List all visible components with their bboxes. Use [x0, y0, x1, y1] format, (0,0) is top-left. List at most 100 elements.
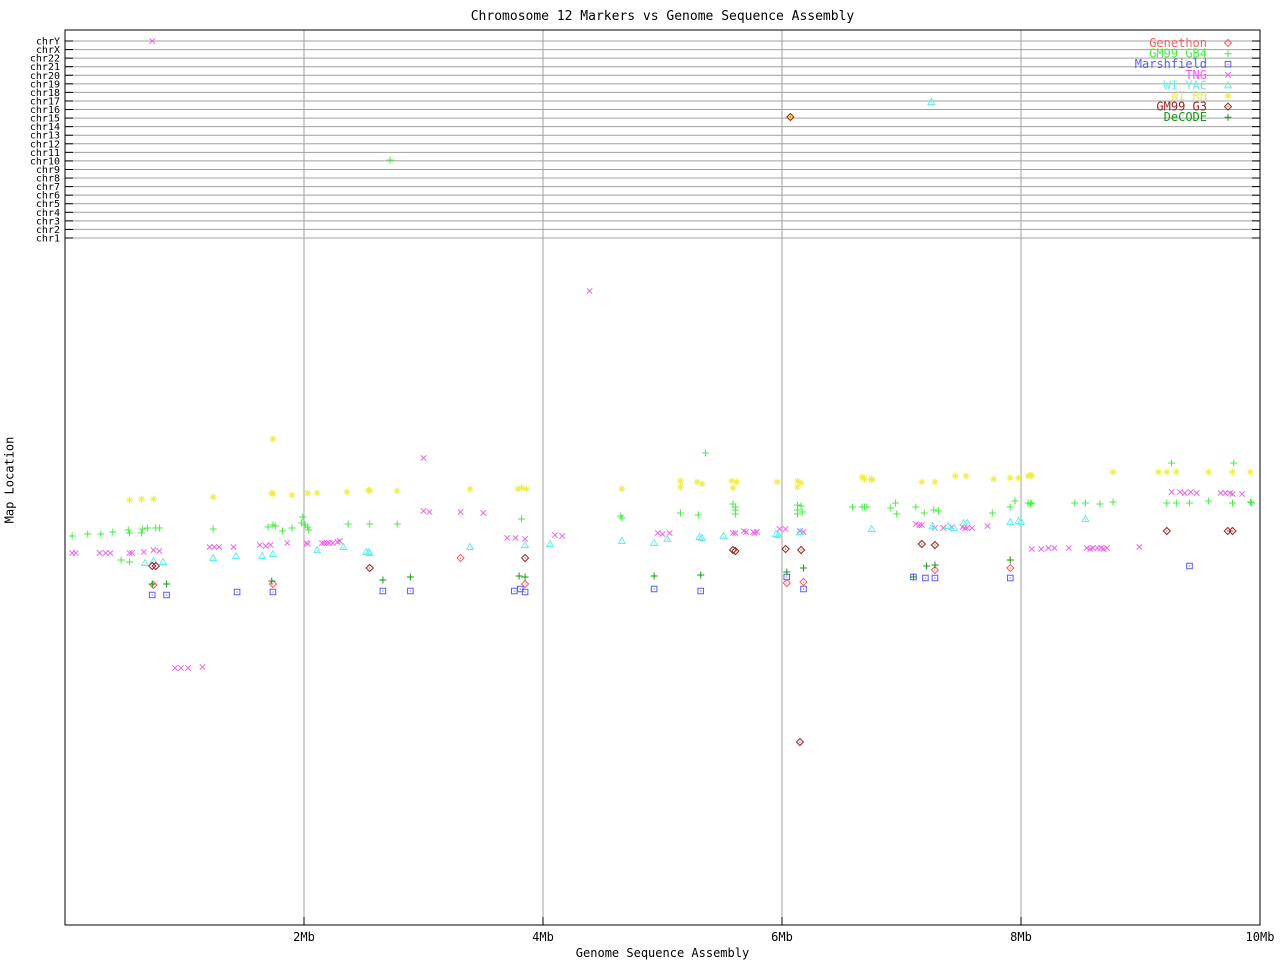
point-tng [1193, 489, 1200, 497]
point-decode [406, 573, 414, 581]
point-tng [1187, 488, 1194, 496]
point-tng [256, 541, 263, 549]
point-marshfield [511, 587, 518, 595]
chromosome-label: chr8 [36, 174, 60, 185]
point-decode [783, 568, 791, 576]
point-gm99-gb4 [305, 526, 313, 534]
point-tng [961, 524, 968, 532]
point-tng [984, 522, 991, 530]
chromosome-label: chr2 [36, 225, 60, 236]
point-decode [923, 562, 931, 570]
point-gm99-gb4 [278, 527, 286, 535]
point-wi-yac [962, 518, 972, 526]
point-tng [156, 547, 163, 555]
point-tng [800, 528, 807, 536]
point-tng [912, 520, 919, 528]
point-wi-yac [312, 545, 322, 553]
point-wi-yac [719, 531, 728, 539]
point-wi-yac [140, 558, 150, 566]
legend-marker-diamond-icon [1223, 38, 1233, 48]
point-gm99-gb4 [1168, 459, 1176, 467]
point-wi-yac [617, 536, 627, 544]
point-gm99-gb4 [1027, 500, 1035, 508]
point-wi-yac [774, 530, 783, 538]
point-tng [126, 549, 133, 557]
point-wi-rh [729, 484, 737, 492]
point-wi-rh [1109, 468, 1117, 476]
point-tng [149, 37, 156, 45]
chromosome-label: chr22 [30, 54, 60, 65]
point-gm99-gb4 [209, 525, 217, 533]
x-tick-label: 6Mb [771, 930, 793, 944]
point-wi-yac [268, 549, 278, 557]
point-wi-rh [990, 475, 998, 483]
point-tng [1222, 489, 1229, 497]
point-tng [177, 664, 184, 672]
point-tng [304, 540, 311, 548]
point-tng [968, 524, 976, 532]
x-tick-label: 8Mb [1010, 930, 1032, 944]
point-gm99-gb4 [694, 511, 702, 519]
legend-marker-plus-icon [1224, 50, 1232, 58]
point-wi-rh [860, 475, 868, 483]
point-wi-rh [698, 480, 706, 488]
point-wi-yac [520, 540, 530, 548]
point-gm99-gb4 [1028, 499, 1036, 507]
point-tng [940, 524, 947, 532]
point-wi-rh [517, 484, 525, 492]
point-tng [654, 529, 661, 537]
point-wi-yac [339, 542, 348, 550]
chromosome-label: chrY [36, 37, 60, 48]
point-wi-rh [1015, 474, 1023, 482]
point-tng [512, 534, 519, 542]
point-gm99-gb4 [849, 503, 857, 511]
chromosome-label: chr19 [30, 79, 60, 90]
point-decode [650, 572, 658, 580]
point-tng [199, 663, 206, 671]
point-marshfield [233, 588, 241, 596]
point-wi-yac [927, 97, 936, 105]
point-gm99-gb4 [1185, 499, 1193, 507]
point-wi-rh [514, 485, 522, 493]
point-marshfield [269, 588, 277, 596]
point-tng [1229, 490, 1236, 498]
legend-label: Genethon [1149, 36, 1207, 50]
point-wi-yac [943, 521, 953, 529]
x-tick-label: 4Mb [532, 930, 554, 944]
point-tng [776, 525, 783, 533]
point-gm99-gb4 [143, 524, 151, 532]
point-genethon [149, 580, 158, 590]
point-tng [171, 664, 178, 672]
point-marshfield [783, 573, 791, 581]
chromosome-label: chr13 [30, 131, 60, 142]
point-marshfield [407, 587, 414, 595]
point-wi-yac [795, 527, 805, 535]
point-decode [909, 573, 917, 581]
point-tng [420, 507, 427, 515]
point-wi-yac [465, 542, 475, 550]
chromosome-label: chr15 [30, 114, 60, 125]
point-wi-rh [797, 479, 805, 487]
point-tng [329, 539, 336, 547]
point-tng [964, 524, 971, 532]
point-tng [586, 287, 593, 295]
point-wi-rh [676, 483, 684, 491]
point-gm99-gb4 [798, 508, 806, 516]
point-gm99-g3 [731, 546, 740, 556]
point-wi-rh [693, 478, 701, 486]
point-wi-yac [649, 538, 659, 546]
point-gm99-gb4 [887, 504, 895, 512]
point-gm99-gb4 [920, 509, 928, 517]
point-wi-rh [366, 487, 374, 495]
chromosome-label: chr16 [30, 105, 60, 116]
point-gm99-gb4 [892, 499, 900, 507]
point-marshfield [697, 587, 705, 595]
legend-label: WI RH [1171, 89, 1207, 103]
point-gm99-gb4 [137, 529, 145, 537]
point-wi-rh [1246, 468, 1254, 476]
point-wi-rh [137, 495, 145, 503]
x-tick-label: 10Mb [1246, 930, 1275, 944]
point-marshfield [379, 587, 387, 595]
legend-label: TNG [1185, 68, 1207, 82]
point-tng [480, 509, 487, 517]
